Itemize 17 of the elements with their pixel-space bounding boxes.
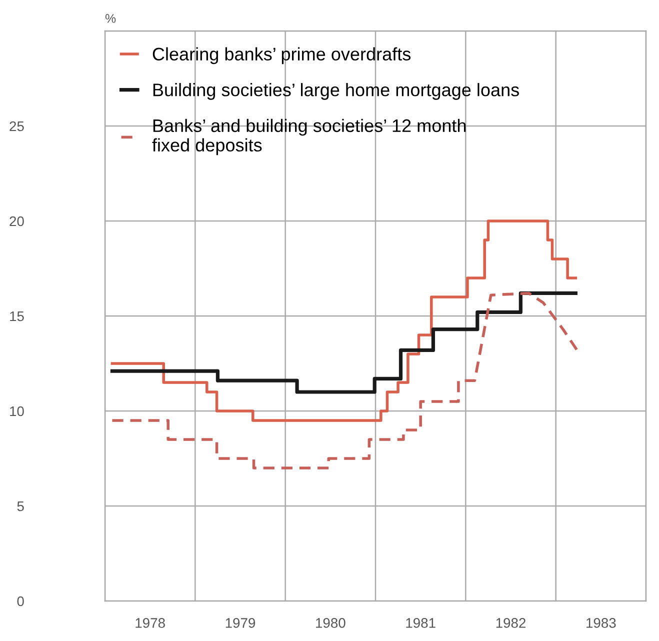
line-series (110, 292, 580, 470)
x-tick-label: 1980 (316, 618, 346, 628)
y-axis-title: % (105, 14, 116, 23)
x-tick-label: 1983 (586, 618, 616, 628)
x-tick-label: 1982 (496, 618, 526, 628)
x-tick-label: 1981 (406, 618, 436, 628)
y-tick-label: 5 (17, 501, 24, 512)
x-tick-label: 1979 (226, 618, 256, 628)
legend-label: Building societies’ large home mortgage loans (153, 83, 519, 100)
y-tick-label: 0 (17, 596, 24, 606)
x-tick-label: 1978 (136, 618, 165, 628)
y-tick-label: 20 (10, 216, 24, 226)
y-tick-label: 25 (10, 121, 24, 132)
legend-label: Banks’ and building societies’ 12 month fixed deposits (152, 118, 466, 156)
y-tick-label: 10 (10, 406, 24, 416)
y-tick-label: 15 (10, 311, 24, 322)
legend-label: Clearing banks’ prime overdrafts (152, 47, 411, 64)
